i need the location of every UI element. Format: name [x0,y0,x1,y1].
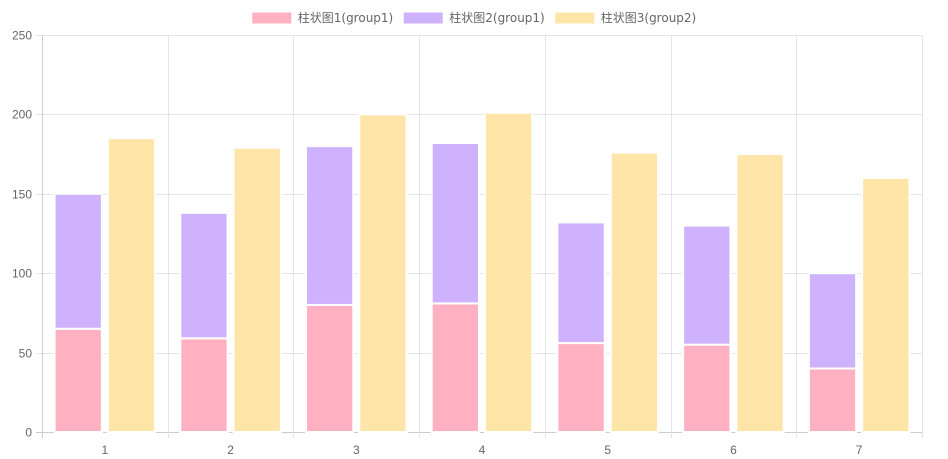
bar-series-1-cat-3[interactable] [305,303,355,433]
y-tick-label: 0 [25,426,32,440]
bar-series-2-cat-3[interactable] [305,145,355,306]
bar-series-1-cat-1[interactable] [53,327,103,433]
legend-label: 柱状图3(group2) [601,10,697,25]
bar-series-3-cat-6[interactable] [735,153,785,433]
x-tick-label: 7 [856,443,863,457]
y-tick-label: 100 [12,267,32,281]
x-tick-label: 6 [730,443,737,457]
bar-series-2-cat-5[interactable] [556,221,606,345]
bar-series-3-cat-4[interactable] [484,111,534,433]
y-tick-label: 50 [19,347,33,361]
bar-series-2-cat-4[interactable] [430,141,481,305]
x-tick-label: 4 [479,443,486,457]
x-tick-label: 1 [102,443,109,457]
bar-series-1-cat-6[interactable] [682,343,732,433]
bar-series-1-cat-7[interactable] [807,367,858,434]
bars [53,111,911,434]
legend[interactable]: 柱状图1(group1) 柱状图2(group1) 柱状图3(group2) [251,10,697,25]
bar-series-3-cat-3[interactable] [358,113,408,434]
legend-item-series-1[interactable]: 柱状图1(group1) [251,10,394,25]
bar-series-3-cat-1[interactable] [106,137,157,433]
legend-swatch [251,11,293,25]
legend-label: 柱状图1(group1) [298,10,394,25]
bar-series-2-cat-7[interactable] [807,272,858,370]
axes: 0 50 100 150 200 250 1 2 3 4 5 6 7 [12,29,863,458]
y-tick-label: 250 [12,29,32,43]
bar-series-3-cat-5[interactable] [609,151,660,433]
x-tick-label: 3 [353,443,360,457]
legend-swatch [402,11,444,25]
bar-series-1-cat-2[interactable] [179,337,229,434]
y-tick-label: 200 [12,108,32,122]
bar-series-3-cat-7[interactable] [861,176,911,433]
legend-item-series-3[interactable]: 柱状图3(group2) [554,10,697,25]
y-tick-label: 150 [12,188,32,202]
x-tick-label: 5 [604,443,611,457]
bar-series-3-cat-2[interactable] [232,146,282,434]
bar-series-2-cat-2[interactable] [179,211,229,340]
x-tick-label: 2 [227,443,234,457]
bar-series-2-cat-6[interactable] [682,224,732,346]
legend-label: 柱状图2(group1) [449,10,545,25]
bar-series-2-cat-1[interactable] [53,192,103,330]
bar-series-1-cat-5[interactable] [556,342,606,433]
legend-item-series-2[interactable]: 柱状图2(group1) [402,10,545,25]
legend-swatch [554,11,596,25]
bar-series-1-cat-4[interactable] [430,302,481,434]
